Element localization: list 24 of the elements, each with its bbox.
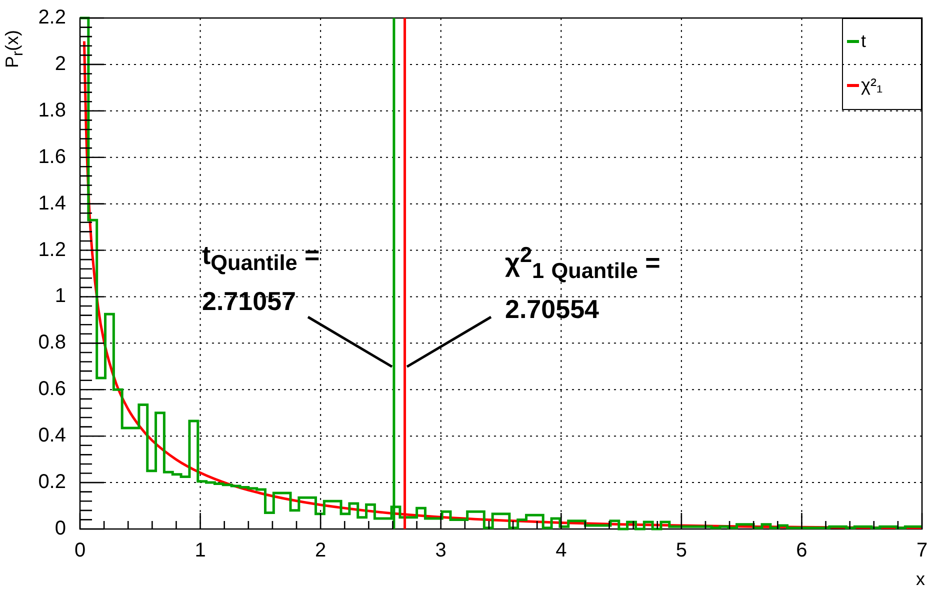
y-tick-label: 2.2 [38,6,66,29]
legend-label: χ²₁ [861,74,883,96]
x-tick-label: 3 [435,540,446,562]
x-tick-label: 0 [74,540,86,562]
y-tick-label: 0 [54,518,66,540]
x-axis-title: x [916,569,925,590]
y-tick-label: 1.2 [38,238,66,261]
x-tick-label: 2 [315,540,326,562]
legend-label: t [861,30,866,52]
y-tick-label: 0.6 [38,378,66,400]
y-tick-label: 1.4 [38,192,66,214]
y-tick-label: 1 [54,285,66,308]
y-tick-label: 1.6 [38,146,66,168]
y-tick-label: 2 [54,52,66,75]
x-tick-label: 7 [916,540,928,562]
x-tick-label: 6 [796,540,808,562]
x-tick-label: 4 [556,540,567,562]
x-tick-label: 5 [676,540,687,562]
y-tick-label: 1.8 [38,99,66,122]
y-tick-label: 0.4 [38,424,66,447]
y-tick-label: 0.2 [38,471,66,494]
annotation: t$_{Quantile}$ = 2.71057 [202,239,321,318]
x-tick-label: 1 [194,540,206,562]
y-tick-label: 0.8 [38,332,66,354]
